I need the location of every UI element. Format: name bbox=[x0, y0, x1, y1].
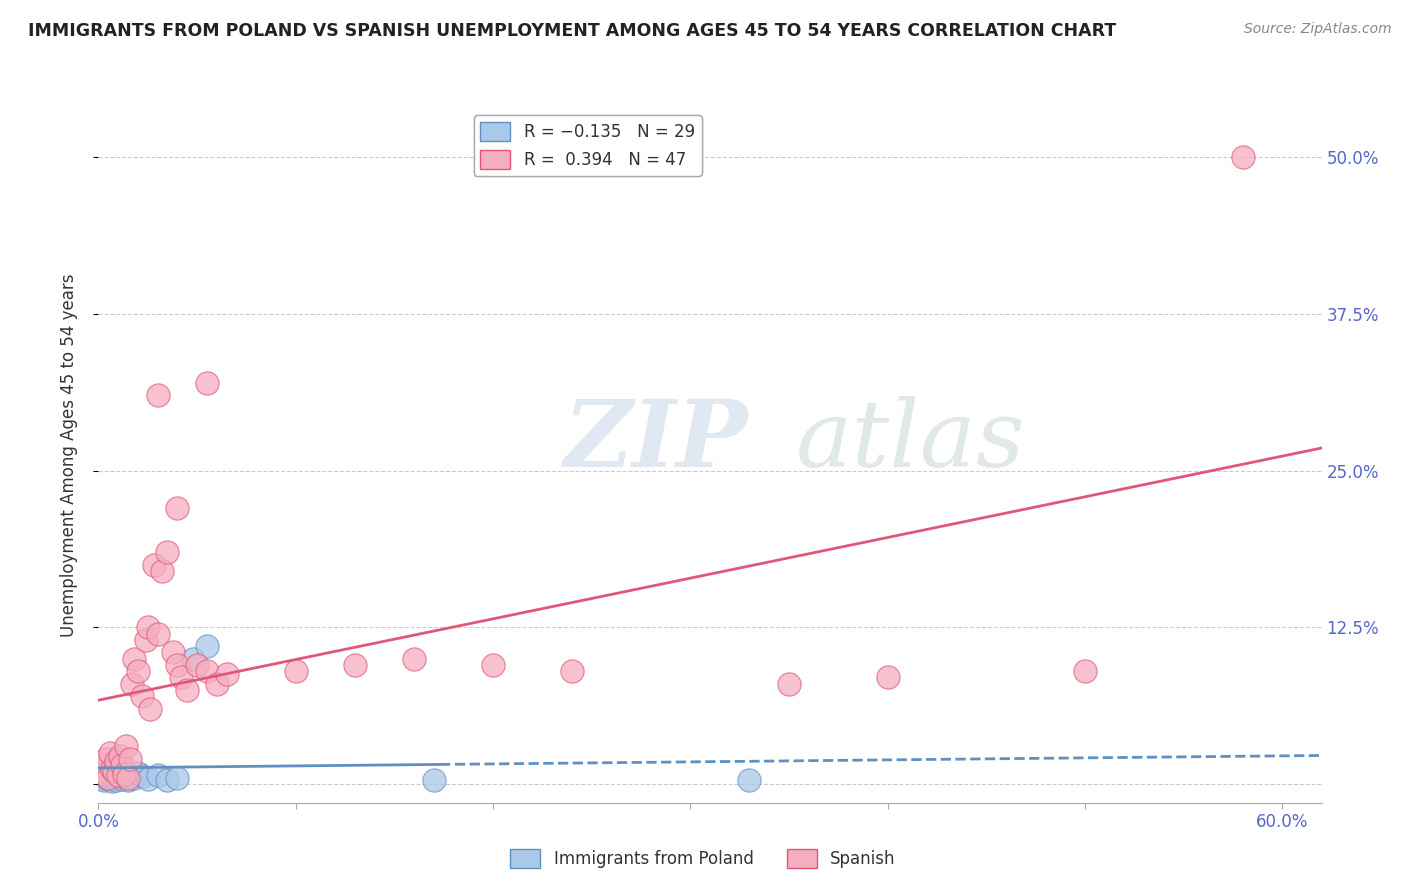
Point bbox=[107, 752, 129, 766]
Point bbox=[112, 767, 135, 781]
Point bbox=[103, 768, 125, 782]
Point bbox=[181, 651, 204, 665]
Point bbox=[195, 664, 218, 678]
Point bbox=[115, 739, 138, 754]
Point bbox=[176, 683, 198, 698]
Legend: R = −0.135   N = 29, R =  0.394   N = 47: R = −0.135 N = 29, R = 0.394 N = 47 bbox=[474, 115, 702, 176]
Point bbox=[91, 758, 114, 772]
Point bbox=[105, 773, 128, 788]
Point bbox=[738, 773, 761, 788]
Point bbox=[105, 755, 128, 769]
Legend: Immigrants from Poland, Spanish: Immigrants from Poland, Spanish bbox=[503, 842, 903, 875]
Point bbox=[89, 771, 111, 785]
Point bbox=[127, 765, 149, 780]
Point bbox=[93, 767, 115, 781]
Point bbox=[111, 758, 134, 772]
Point bbox=[131, 690, 153, 704]
Point bbox=[117, 773, 139, 788]
Point bbox=[156, 773, 179, 788]
Y-axis label: Unemployment Among Ages 45 to 54 years: Unemployment Among Ages 45 to 54 years bbox=[59, 273, 77, 637]
Point bbox=[93, 773, 115, 788]
Point bbox=[146, 388, 169, 402]
Text: ZIP: ZIP bbox=[564, 396, 748, 486]
Point bbox=[121, 676, 143, 690]
Point bbox=[89, 764, 111, 779]
Point bbox=[101, 762, 124, 776]
Point bbox=[111, 772, 134, 786]
Point bbox=[108, 749, 131, 764]
Text: atlas: atlas bbox=[796, 396, 1025, 486]
Point bbox=[107, 768, 129, 782]
Point bbox=[778, 676, 800, 690]
Point bbox=[91, 767, 114, 781]
Point bbox=[118, 752, 141, 766]
Point bbox=[107, 767, 129, 781]
Point bbox=[195, 376, 218, 390]
Text: IMMIGRANTS FROM POLAND VS SPANISH UNEMPLOYMENT AMONG AGES 45 TO 54 YEARS CORRELA: IMMIGRANTS FROM POLAND VS SPANISH UNEMPL… bbox=[28, 22, 1116, 40]
Point bbox=[146, 626, 169, 640]
Point bbox=[215, 666, 238, 681]
Point bbox=[127, 664, 149, 678]
Point bbox=[205, 676, 228, 690]
Point bbox=[117, 771, 139, 785]
Point bbox=[103, 764, 125, 779]
Point bbox=[1074, 664, 1097, 678]
Point bbox=[404, 651, 426, 665]
Point bbox=[108, 771, 131, 785]
Point bbox=[423, 773, 446, 788]
Point bbox=[195, 639, 218, 653]
Point bbox=[97, 771, 120, 785]
Point bbox=[138, 702, 160, 716]
Point bbox=[162, 645, 184, 659]
Point bbox=[343, 657, 366, 672]
Point bbox=[876, 670, 898, 684]
Point bbox=[166, 771, 188, 785]
Point bbox=[97, 772, 120, 786]
Point bbox=[97, 762, 120, 776]
Point bbox=[136, 772, 159, 786]
Point bbox=[135, 632, 157, 647]
Text: Source: ZipAtlas.com: Source: ZipAtlas.com bbox=[1244, 22, 1392, 37]
Point bbox=[131, 769, 153, 783]
Point bbox=[112, 764, 135, 779]
Point bbox=[118, 768, 141, 782]
Point bbox=[136, 620, 159, 634]
Point bbox=[101, 774, 124, 789]
Point bbox=[98, 746, 121, 760]
Point bbox=[96, 752, 118, 766]
Point bbox=[186, 657, 208, 672]
Point bbox=[150, 564, 173, 578]
Point bbox=[170, 670, 193, 684]
Point bbox=[561, 664, 583, 678]
Point bbox=[98, 769, 121, 783]
Point bbox=[122, 771, 145, 785]
Point bbox=[166, 501, 188, 516]
Point bbox=[166, 657, 188, 672]
Point bbox=[156, 545, 179, 559]
Point bbox=[96, 764, 118, 779]
Point bbox=[146, 768, 169, 782]
Point bbox=[103, 758, 125, 772]
Point bbox=[1232, 150, 1254, 164]
Point bbox=[284, 664, 307, 678]
Point bbox=[142, 558, 165, 572]
Point bbox=[482, 657, 505, 672]
Point bbox=[122, 651, 145, 665]
